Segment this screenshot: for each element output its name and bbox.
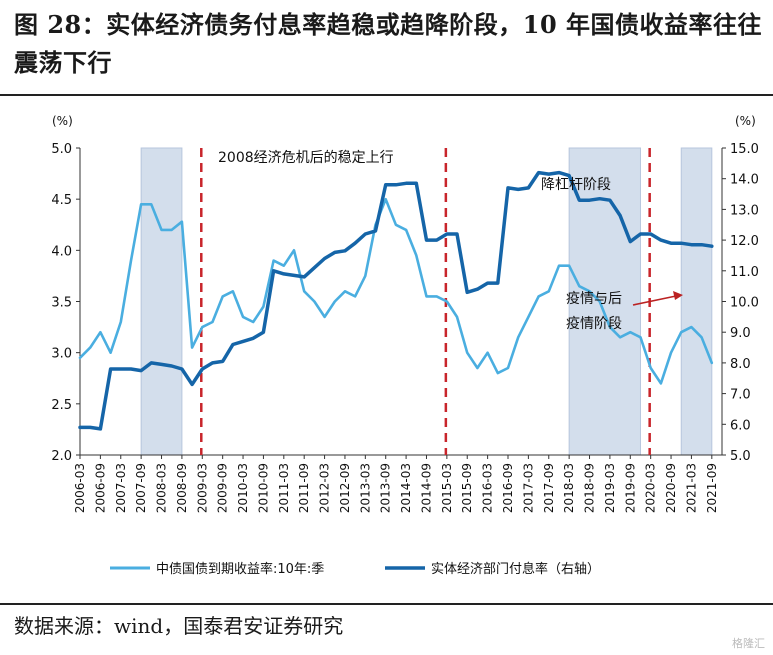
right-tick-label: 8.0 xyxy=(730,357,751,372)
axes: 2.0 2.5 3.0 3.5 4.0 4.5 5.0 5.0 6.0 7.0 8.0 9.0 10.0… xyxy=(51,142,759,513)
x-tick-label: 2012-09 xyxy=(338,463,352,513)
figure-title: 图 28：实体经济债务付息率趋稳或趋降阶段，10 年国债收益率往往震荡下行 xyxy=(14,10,763,77)
x-tick-label: 2007-09 xyxy=(134,463,148,513)
x-tick-label: 2018-03 xyxy=(562,463,576,513)
legend: 中债国债到期收益率:10年:季 实体经济部门付息率（右轴） xyxy=(110,561,600,577)
series-line-0 xyxy=(78,197,714,385)
x-tick-label: 2017-09 xyxy=(542,463,556,513)
shaded-period-0 xyxy=(140,147,183,456)
right-tick-label: 12.0 xyxy=(730,234,759,249)
x-tick-label: 2014-03 xyxy=(399,463,413,513)
x-tick-label: 2015-03 xyxy=(440,463,454,513)
annotation-crisis: 2008经济危机后的稳定上行 xyxy=(218,150,394,166)
x-tick-label: 2012-03 xyxy=(318,463,332,513)
x-tick-label: 2014-09 xyxy=(419,463,433,513)
right-tick-label: 13.0 xyxy=(730,203,759,218)
source-note: 数据来源：wind，国泰君安证券研究 xyxy=(14,614,344,638)
x-tick-label: 2008-03 xyxy=(155,463,169,513)
series-lines xyxy=(78,170,714,431)
annotation-arrowhead xyxy=(673,291,683,300)
shaded-period-2 xyxy=(680,147,713,456)
x-tick-label: 2016-03 xyxy=(481,463,495,513)
left-tick-label: 3.5 xyxy=(51,296,72,311)
right-tick-label: 14.0 xyxy=(730,173,759,188)
x-tick-label: 2008-09 xyxy=(175,463,189,513)
annotation-arrow xyxy=(632,295,677,306)
left-tick-label: 4.0 xyxy=(51,244,72,259)
x-tick-label: 2013-09 xyxy=(379,463,393,513)
right-tick-label: 10.0 xyxy=(730,296,759,311)
right-tick-label: 15.0 xyxy=(730,142,759,157)
x-tick-label: 2010-03 xyxy=(236,463,250,513)
left-tick-label: 3.0 xyxy=(51,347,72,362)
x-tick-label: 2006-03 xyxy=(73,463,87,513)
annotation-covid-1: 疫情与后 xyxy=(566,291,622,307)
left-tick-label: 4.5 xyxy=(51,193,72,208)
x-tick-label: 2020-03 xyxy=(644,463,658,513)
shaded-periods xyxy=(140,147,713,456)
watermark: 格隆汇 xyxy=(732,637,765,650)
x-tick-label: 2017-03 xyxy=(521,463,535,513)
right-tick-label: 7.0 xyxy=(730,388,751,403)
x-tick-label: 2020-09 xyxy=(664,463,678,513)
bottom-rule xyxy=(0,603,773,605)
top-rule xyxy=(0,94,773,96)
x-tick-label: 2010-09 xyxy=(256,463,270,513)
annotations: 2008经济危机后的稳定上行 降杠杆阶段 疫情与后 疫情阶段 xyxy=(218,150,683,332)
x-tick-label: 2011-09 xyxy=(297,463,311,513)
right-tick-label: 6.0 xyxy=(730,418,751,433)
legend-label-yield: 中债国债到期收益率:10年:季 xyxy=(156,561,324,577)
x-tick-label: 2009-09 xyxy=(216,463,230,513)
legend-label-interest: 实体经济部门付息率（右轴） xyxy=(431,561,600,577)
left-tick-label: 2.0 xyxy=(51,449,72,464)
right-axis-unit: (%) xyxy=(735,114,756,128)
x-tick-label: 2011-03 xyxy=(277,463,291,513)
right-tick-label: 5.0 xyxy=(730,449,751,464)
x-tick-label: 2019-09 xyxy=(623,463,637,513)
x-tick-label: 2018-09 xyxy=(583,463,597,513)
x-tick-label: 2021-03 xyxy=(684,463,698,513)
right-tick-label: 9.0 xyxy=(730,326,751,341)
annotation-deleverage: 降杠杆阶段 xyxy=(541,177,611,193)
x-tick-label: 2016-09 xyxy=(501,463,515,513)
series-line-1 xyxy=(78,170,714,431)
x-tick-label: 2006-09 xyxy=(93,463,107,513)
annotation-covid-2: 疫情阶段 xyxy=(566,316,622,332)
right-tick-label: 11.0 xyxy=(730,265,759,280)
left-tick-label: 5.0 xyxy=(51,142,72,157)
x-tick-label: 2007-03 xyxy=(114,463,128,513)
x-tick-label: 2019-03 xyxy=(603,463,617,513)
x-tick-label: 2015-09 xyxy=(460,463,474,513)
left-tick-label: 2.5 xyxy=(51,398,72,413)
x-tick-label: 2021-09 xyxy=(705,463,719,513)
x-tick-label: 2009-03 xyxy=(195,463,209,513)
left-axis-unit: (%) xyxy=(52,114,73,128)
x-tick-label: 2013-03 xyxy=(358,463,372,513)
